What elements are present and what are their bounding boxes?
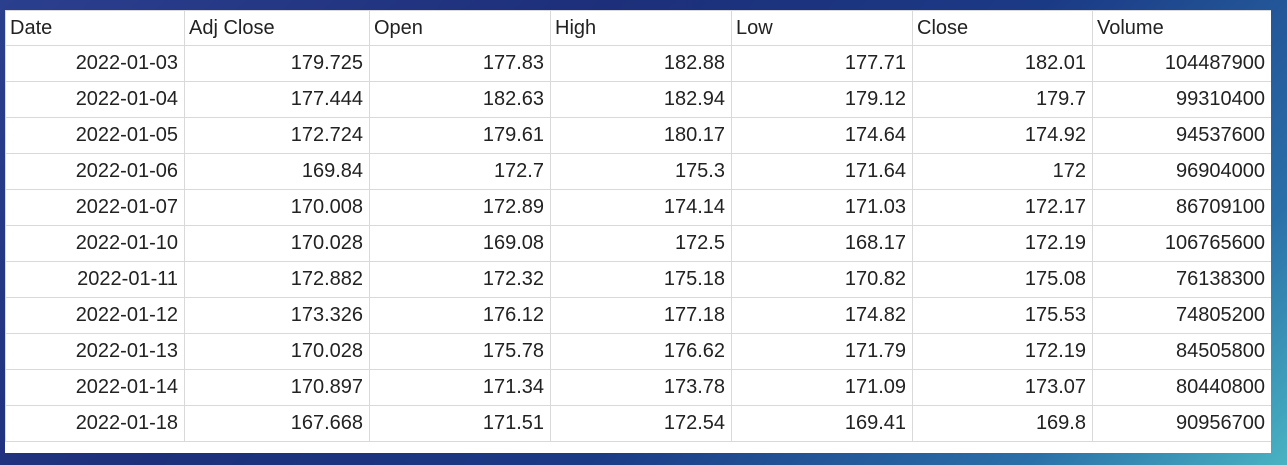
cell-open[interactable]: 176.12 — [369, 297, 551, 334]
cell-volume[interactable]: 94537600 — [1092, 117, 1271, 154]
cell-date[interactable]: 2022-01-13 — [5, 333, 185, 370]
cell-date[interactable]: 2022-01-07 — [5, 189, 185, 226]
cell-adj-close[interactable]: 170.897 — [184, 369, 370, 406]
cell-volume[interactable]: 76138300 — [1092, 261, 1271, 298]
cell-low[interactable]: 171.03 — [731, 189, 913, 226]
table-row: 2022-01-13 170.028 175.78 176.62 171.79 172.1… — [5, 333, 1271, 370]
cell-adj-close[interactable]: 170.008 — [184, 189, 370, 226]
cell-close[interactable]: 172.17 — [912, 189, 1093, 226]
cell-adj-close[interactable]: 172.882 — [184, 261, 370, 298]
cell-open[interactable]: 172.89 — [369, 189, 551, 226]
table-row: 2022-01-10 170.028 169.08 172.5 168.17 172.19… — [5, 225, 1271, 262]
cell-open[interactable]: 179.61 — [369, 117, 551, 154]
cell-open[interactable]: 169.08 — [369, 225, 551, 262]
table-row: 2022-01-11 172.882 172.32 175.18 170.82 175.0… — [5, 261, 1271, 298]
cell-low[interactable]: 174.64 — [731, 117, 913, 154]
cell-low[interactable]: 170.82 — [731, 261, 913, 298]
cell-close[interactable]: 182.01 — [912, 45, 1093, 82]
cell-date[interactable]: 2022-01-10 — [5, 225, 185, 262]
cell-volume[interactable]: 84505800 — [1092, 333, 1271, 370]
cell-date[interactable]: 2022-01-06 — [5, 153, 185, 190]
cell-low[interactable]: 168.17 — [731, 225, 913, 262]
cell-adj-close[interactable]: 170.028 — [184, 333, 370, 370]
cell-adj-close[interactable]: 179.725 — [184, 45, 370, 82]
cell-high[interactable]: 172.54 — [550, 405, 732, 442]
cell-open[interactable]: 177.83 — [369, 45, 551, 82]
table-row: 2022-01-04 177.444 182.63 182.94 179.12 179.7… — [5, 81, 1271, 118]
cell-adj-close[interactable]: 172.724 — [184, 117, 370, 154]
cell-low[interactable]: 177.71 — [731, 45, 913, 82]
cell-high[interactable]: 182.94 — [550, 81, 732, 118]
cell-close[interactable]: 175.08 — [912, 261, 1093, 298]
table-row: 2022-01-05 172.724 179.61 180.17 174.64 174.9… — [5, 117, 1271, 154]
cell-high[interactable]: 180.17 — [550, 117, 732, 154]
cell-close[interactable]: 174.92 — [912, 117, 1093, 154]
cell-open[interactable]: 172.32 — [369, 261, 551, 298]
cell-low[interactable]: 169.41 — [731, 405, 913, 442]
cell-volume[interactable]: 86709100 — [1092, 189, 1271, 226]
cell-high[interactable]: 174.14 — [550, 189, 732, 226]
cell-low[interactable]: 171.09 — [731, 369, 913, 406]
cell-close[interactable]: 172.19 — [912, 333, 1093, 370]
cell-volume[interactable]: 90956700 — [1092, 405, 1271, 442]
column-header-high[interactable]: High — [550, 10, 732, 46]
column-header-date[interactable]: Date — [5, 10, 185, 46]
column-header-close[interactable]: Close — [912, 10, 1093, 46]
cell-date[interactable]: 2022-01-14 — [5, 369, 185, 406]
table-row: 2022-01-07 170.008 172.89 174.14 171.03 172.1… — [5, 189, 1271, 226]
cell-open[interactable]: 171.51 — [369, 405, 551, 442]
cell-close[interactable]: 173.07 — [912, 369, 1093, 406]
cell-volume[interactable]: 96904000 — [1092, 153, 1271, 190]
table-row: 2022-01-03 179.725 177.83 182.88 177.71 182.0… — [5, 45, 1271, 82]
cell-date[interactable]: 2022-01-12 — [5, 297, 185, 334]
cell-open[interactable]: 175.78 — [369, 333, 551, 370]
cell-high[interactable]: 172.5 — [550, 225, 732, 262]
table-body: 2022-01-03 179.725 177.83 182.88 177.71 182.0… — [5, 45, 1271, 442]
cell-open[interactable]: 171.34 — [369, 369, 551, 406]
cell-close[interactable]: 169.8 — [912, 405, 1093, 442]
cell-close[interactable]: 175.53 — [912, 297, 1093, 334]
cell-high[interactable]: 173.78 — [550, 369, 732, 406]
column-header-adj-close[interactable]: Adj Close — [184, 10, 370, 46]
cell-adj-close[interactable]: 173.326 — [184, 297, 370, 334]
cell-close[interactable]: 179.7 — [912, 81, 1093, 118]
table-row: 2022-01-18 167.668 171.51 172.54 169.41 169.8… — [5, 405, 1271, 442]
table-row: 2022-01-12 173.326 176.12 177.18 174.82 175.5… — [5, 297, 1271, 334]
cell-volume[interactable]: 104487900 — [1092, 45, 1271, 82]
cell-close[interactable]: 172.19 — [912, 225, 1093, 262]
cell-close[interactable]: 172 — [912, 153, 1093, 190]
cell-volume[interactable]: 80440800 — [1092, 369, 1271, 406]
cell-high[interactable]: 176.62 — [550, 333, 732, 370]
cell-high[interactable]: 175.18 — [550, 261, 732, 298]
cell-date[interactable]: 2022-01-03 — [5, 45, 185, 82]
cell-volume[interactable]: 74805200 — [1092, 297, 1271, 334]
cell-low[interactable]: 179.12 — [731, 81, 913, 118]
cell-date[interactable]: 2022-01-05 — [5, 117, 185, 154]
cell-volume[interactable]: 106765600 — [1092, 225, 1271, 262]
cell-date[interactable]: 2022-01-04 — [5, 81, 185, 118]
stock-price-table: Date Adj Close Open High Low Close Volum… — [5, 10, 1271, 442]
cell-low[interactable]: 174.82 — [731, 297, 913, 334]
cell-adj-close[interactable]: 169.84 — [184, 153, 370, 190]
cell-low[interactable]: 171.64 — [731, 153, 913, 190]
table-row: 2022-01-06 169.84 172.7 175.3 171.64 172 96904… — [5, 153, 1271, 190]
column-header-open[interactable]: Open — [369, 10, 551, 46]
cell-high[interactable]: 175.3 — [550, 153, 732, 190]
cell-adj-close[interactable]: 167.668 — [184, 405, 370, 442]
cell-date[interactable]: 2022-01-18 — [5, 405, 185, 442]
cell-open[interactable]: 182.63 — [369, 81, 551, 118]
header-row: Date Adj Close Open High Low Close Volum… — [5, 10, 1271, 46]
cell-volume[interactable]: 99310400 — [1092, 81, 1271, 118]
table-row: 2022-01-14 170.897 171.34 173.78 171.09 173.0… — [5, 369, 1271, 406]
cell-open[interactable]: 172.7 — [369, 153, 551, 190]
cell-adj-close[interactable]: 170.028 — [184, 225, 370, 262]
spreadsheet-grid: Date Adj Close Open High Low Close Volum… — [5, 10, 1271, 453]
cell-date[interactable]: 2022-01-11 — [5, 261, 185, 298]
column-header-volume[interactable]: Volume — [1092, 10, 1271, 46]
column-header-low[interactable]: Low — [731, 10, 913, 46]
cell-high[interactable]: 177.18 — [550, 297, 732, 334]
cell-low[interactable]: 171.79 — [731, 333, 913, 370]
cell-high[interactable]: 182.88 — [550, 45, 732, 82]
cell-adj-close[interactable]: 177.444 — [184, 81, 370, 118]
